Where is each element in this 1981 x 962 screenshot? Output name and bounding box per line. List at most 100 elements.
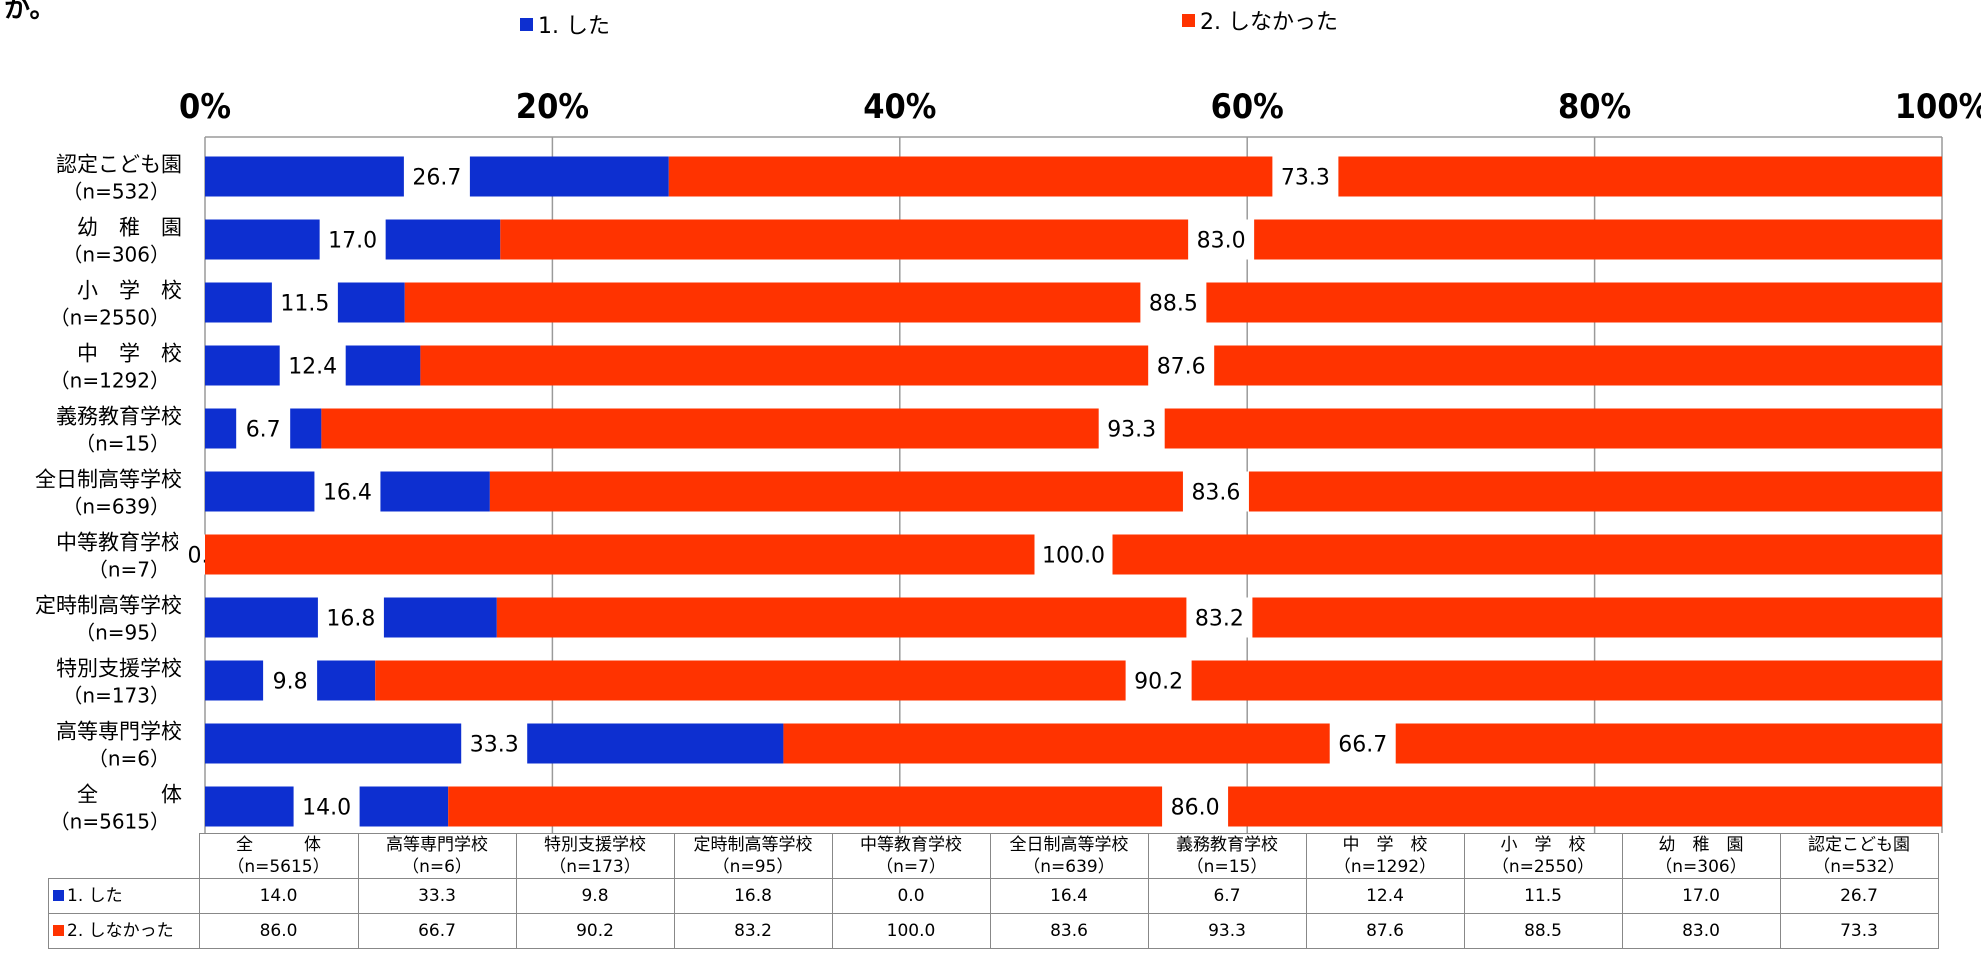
data-table-col-header: 義務教育学校 （n=15） <box>1147 833 1307 879</box>
data-table-cell: 66.7 <box>357 913 517 949</box>
data-table-col-header: 特別支援学校 （n=173） <box>515 833 675 879</box>
legend-swatch-shita <box>520 17 533 31</box>
data-label: 26.7 <box>412 166 461 191</box>
data-label: 14.0 <box>302 796 351 821</box>
data-table-cell: 83.2 <box>673 913 833 949</box>
data-table-col-header: 全日制高等学校 （n=639） <box>989 833 1149 879</box>
data-label: 16.8 <box>326 607 375 632</box>
category-n-label: （n=5615） <box>50 810 170 834</box>
x-tick-label: 40% <box>863 87 936 127</box>
legend-swatch-shinakatta <box>1182 13 1195 27</box>
data-table-cell: 86.0 <box>198 913 359 949</box>
data-table-row-shinakatta: 2. しなかった 86.0 66.7 90.2 83.2 100.0 83.6 … <box>48 913 1939 949</box>
category-label: 高等専門学校 <box>56 720 182 744</box>
data-label-box <box>271 282 338 323</box>
data-label: 12.4 <box>288 355 337 380</box>
chart-title-fragment: か。 <box>4 0 56 24</box>
data-table-row-label: 2. しなかった <box>48 913 200 949</box>
data-table-col-header: 中 学 校（n=1292） <box>1305 833 1465 879</box>
data-table-col-header: 全 体（n=5615） <box>198 833 359 879</box>
data-label: 6.7 <box>246 418 281 443</box>
data-table-row-label: 1. した <box>48 878 200 914</box>
data-table-col-header: 高等専門学校 （n=6） <box>357 833 517 879</box>
data-label: 83.0 <box>1197 229 1246 254</box>
data-label: 90.2 <box>1134 670 1183 695</box>
data-label-box <box>317 597 384 638</box>
legend-item-shinakatta: 2. しなかった <box>1182 4 1338 36</box>
data-table-cell: 6.7 <box>1147 878 1307 914</box>
data-label-box <box>1188 219 1255 260</box>
data-label-box <box>279 345 346 386</box>
data-label: 11.5 <box>280 292 329 317</box>
data-label: 87.6 <box>1157 355 1206 380</box>
data-label: 66.7 <box>1338 733 1387 758</box>
data-label-box <box>319 219 386 260</box>
data-table-corner <box>48 833 200 879</box>
data-label-box <box>1182 471 1249 512</box>
category-n-label: （n=95） <box>75 621 170 645</box>
category-n-label: （n=532） <box>62 180 170 204</box>
x-tick-label: 60% <box>1211 87 1284 127</box>
category-n-label: （n=1292） <box>50 369 170 393</box>
category-n-label: （n=15） <box>75 432 170 456</box>
data-label-box <box>1329 723 1396 764</box>
data-table-row-shita: 1. した 14.0 33.3 9.8 16.8 0.0 16.4 6.7 12… <box>48 878 1939 914</box>
data-label: 16.4 <box>323 481 372 506</box>
data-table-cell: 83.0 <box>1621 913 1781 949</box>
data-label: 83.6 <box>1191 481 1240 506</box>
data-table-cell: 88.5 <box>1463 913 1623 949</box>
legend-label-shita: 1. した <box>538 14 610 39</box>
data-table-cell: 87.6 <box>1305 913 1465 949</box>
data-table-header-row: 全 体（n=5615） 高等専門学校 （n=6） 特別支援学校 （n=173） 定時… <box>48 833 1939 879</box>
data-label-box <box>1034 534 1113 575</box>
x-tick-label: 20% <box>516 87 589 127</box>
data-table-col-header: 小 学 校（n=2550） <box>1463 833 1623 879</box>
category-label: 中等教育学校 <box>56 531 182 555</box>
data-label-box <box>236 408 291 449</box>
data-label-box <box>1125 660 1192 701</box>
data-table-cell: 16.4 <box>989 878 1149 914</box>
data-label-box <box>263 660 318 701</box>
row-swatch-shita <box>53 890 64 901</box>
data-table-col-header: 幼 稚 園（n=306） <box>1621 833 1781 879</box>
data-table-cell: 93.3 <box>1147 913 1307 949</box>
category-n-label: （n=6） <box>88 747 170 771</box>
data-table-cell: 73.3 <box>1779 913 1939 949</box>
data-table-cell: 100.0 <box>831 913 991 949</box>
category-label: 定時制高等学校 <box>35 594 182 618</box>
data-label: 83.2 <box>1195 607 1244 632</box>
data-table-cell: 83.6 <box>989 913 1149 949</box>
data-table-col-header: 認定こども園 （n=532） <box>1779 833 1939 879</box>
data-table-cell: 12.4 <box>1305 878 1465 914</box>
data-table-col-header: 中等教育学校 （n=7） <box>831 833 991 879</box>
data-table: 全 体（n=5615） 高等専門学校 （n=6） 特別支援学校 （n=173） 定時… <box>48 833 1939 949</box>
data-table-cell: 26.7 <box>1779 878 1939 914</box>
category-label: 全 体 <box>77 783 182 807</box>
category-label: 全日制高等学校 <box>35 468 182 492</box>
category-label: 特別支援学校 <box>56 657 182 681</box>
legend-label-shinakatta: 2. しなかった <box>1200 10 1338 35</box>
x-tick-label: 0% <box>179 87 231 127</box>
data-label: 88.5 <box>1149 292 1198 317</box>
data-table-cell: 33.3 <box>357 878 517 914</box>
category-n-label: （n=639） <box>62 495 170 519</box>
data-label-box <box>1140 282 1207 323</box>
category-label: 義務教育学校 <box>56 405 182 429</box>
data-table-cell: 11.5 <box>1463 878 1623 914</box>
data-label-box <box>461 723 528 764</box>
category-n-label: （n=2550） <box>50 306 170 330</box>
category-label: 小 学 校 <box>77 279 182 303</box>
data-label: 100.0 <box>1042 544 1105 569</box>
category-n-label: （n=7） <box>88 558 170 582</box>
data-label-box <box>1272 156 1339 197</box>
data-label: 93.3 <box>1107 418 1156 443</box>
stacked-bar-chart: 0% 20% 40% 60% 80% 100% 認定こども園 （n=532） 26.7 73.3 幼… <box>35 87 1981 834</box>
data-table-cell: 17.0 <box>1621 878 1781 914</box>
data-table-cell: 9.8 <box>515 878 675 914</box>
data-label-box <box>314 471 381 512</box>
category-n-label: （n=306） <box>62 243 170 267</box>
category-label: 認定こども園 <box>56 153 182 177</box>
data-label-box <box>1148 345 1215 386</box>
data-table-cell: 90.2 <box>515 913 675 949</box>
data-label-box <box>1098 408 1165 449</box>
